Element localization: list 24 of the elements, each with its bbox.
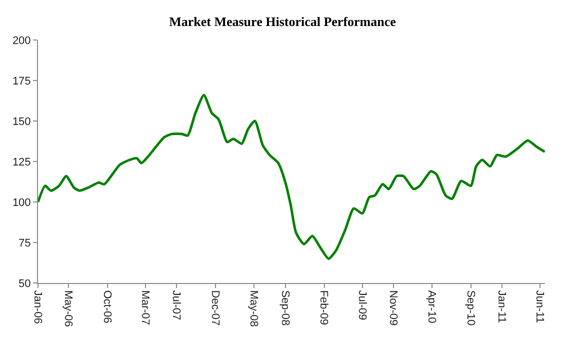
- x-tick-label: Oct-06: [100, 290, 113, 324]
- x-tick-label: Jan-06: [31, 290, 44, 324]
- y-tick-label: 75: [18, 237, 31, 250]
- x-tick-label: Sep-10: [464, 290, 476, 326]
- x-tick-label: Jan-11: [495, 290, 508, 324]
- chart-title: Market Measure Historical Performance: [169, 14, 396, 30]
- y-tick-label: 150: [12, 116, 31, 128]
- y-tick-label: 175: [12, 75, 31, 88]
- x-tick-label: Apr-10: [425, 290, 438, 324]
- y-tick-label: 200: [12, 34, 31, 47]
- x-tick-label: Jul-09: [356, 290, 368, 320]
- x-tick-label: Sep-08: [278, 290, 291, 326]
- y-tick-label: 50: [18, 278, 31, 290]
- x-tick-label: May-08: [248, 290, 260, 327]
- x-tick-label: Dec-07: [208, 290, 221, 326]
- x-tick-label: Jun-11: [534, 290, 546, 324]
- x-tick-label: Feb-09: [318, 290, 330, 326]
- line-series: [38, 94, 545, 260]
- x-tick-label: Jul-07: [170, 290, 182, 320]
- x-tick-label: May-06: [62, 290, 74, 327]
- y-tick-label: 125: [12, 156, 31, 168]
- y-tick-label: 100: [12, 196, 31, 209]
- x-tick-label: Mar-07: [139, 290, 152, 326]
- x-tick-label: Nov-09: [387, 290, 400, 326]
